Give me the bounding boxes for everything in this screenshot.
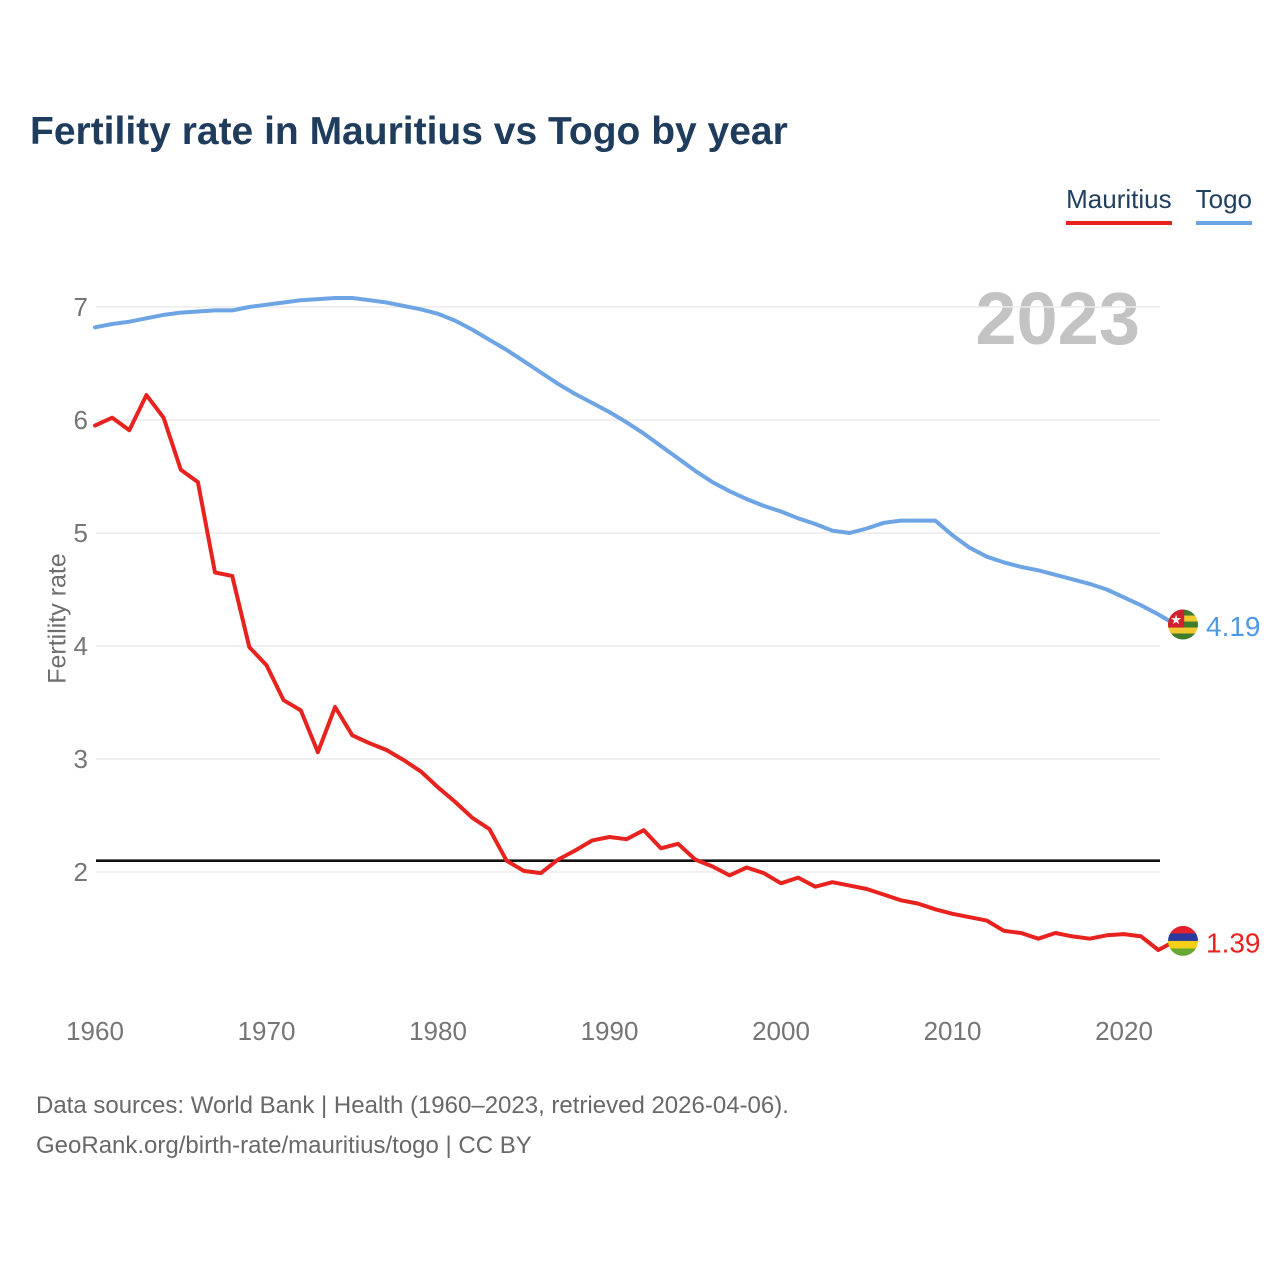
y-tick-label: 5 (74, 518, 88, 548)
mauritius-line (93, 393, 1178, 952)
x-tick-label: 1980 (409, 1016, 467, 1046)
x-tick-label: 1970 (238, 1016, 296, 1046)
togo-flag-icon: ★ (1168, 609, 1198, 640)
togo-end-label: 4.19 (1206, 611, 1261, 642)
x-tick-label: 2010 (924, 1016, 982, 1046)
legend-item-togo[interactable]: Togo (1195, 184, 1252, 225)
y-tick-label: 4 (74, 631, 88, 661)
svg-text:★: ★ (1170, 612, 1182, 627)
legend-item-mauritius[interactable]: Mauritius (1066, 184, 1172, 225)
page-title: Fertility rate in Mauritius vs Togo by y… (30, 110, 788, 153)
watermark-year: 2023 (975, 277, 1140, 360)
togo-line (93, 296, 1178, 627)
footer-line-2: GeoRank.org/birth-rate/mauritius/togo | … (36, 1132, 532, 1159)
y-tick-label: 7 (74, 292, 88, 322)
y-tick-label: 2 (74, 857, 88, 887)
footer-line-1: Data sources: World Bank | Health (1960–… (36, 1092, 789, 1119)
y-axis-label: Fertility rate (43, 553, 72, 684)
x-tick-label: 2000 (752, 1016, 810, 1046)
mauritius-end-label: 1.39 (1206, 927, 1261, 958)
y-tick-label: 3 (74, 744, 88, 774)
footer: Data sources: World Bank | Health (1960–… (36, 1086, 789, 1166)
x-tick-label: 1960 (66, 1016, 124, 1046)
x-tick-label: 2020 (1095, 1016, 1153, 1046)
legend: Mauritius Togo (1066, 184, 1252, 225)
y-tick-label: 6 (74, 405, 88, 435)
x-tick-label: 1990 (581, 1016, 639, 1046)
mauritius-flag-icon (1168, 925, 1198, 956)
